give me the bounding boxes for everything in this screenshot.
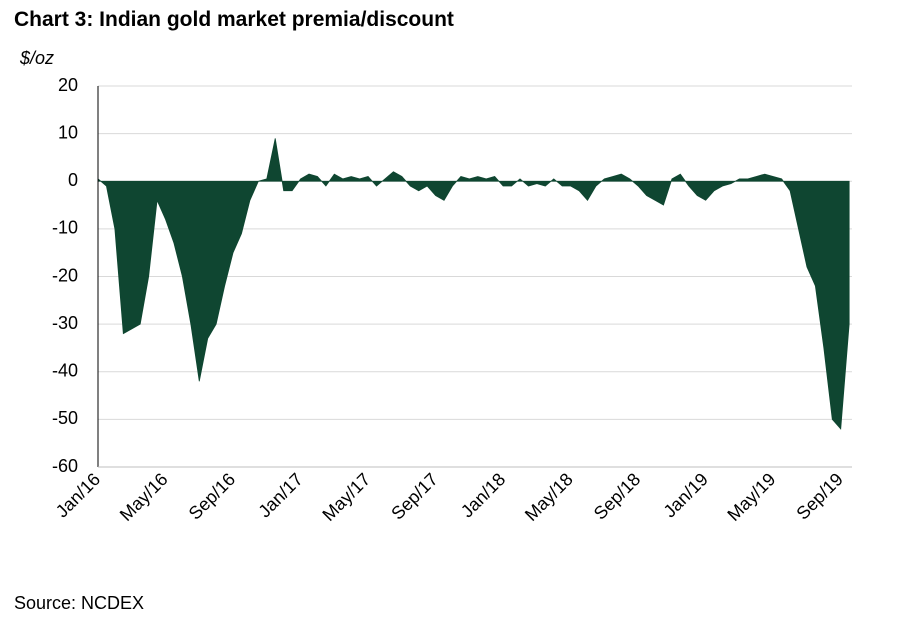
x-tick-label: Sep/16 xyxy=(185,469,239,523)
y-tick-label: 0 xyxy=(68,170,78,190)
x-tick-label: Sep/18 xyxy=(590,469,644,523)
x-tick-label: May/17 xyxy=(318,469,374,525)
y-tick-label: -30 xyxy=(52,313,78,333)
x-tick-label: May/16 xyxy=(116,469,172,525)
x-tick-label: Sep/17 xyxy=(387,469,441,523)
y-tick-label: -60 xyxy=(52,456,78,476)
x-tick-label: Jan/16 xyxy=(52,469,104,521)
x-tick-label: Jan/19 xyxy=(660,469,712,521)
x-tick-label: Jan/18 xyxy=(457,469,509,521)
chart-title: Chart 3: Indian gold market premia/disco… xyxy=(14,8,454,31)
x-tick-label: Sep/19 xyxy=(792,469,846,523)
y-tick-label: 20 xyxy=(58,75,78,95)
y-tick-label: -50 xyxy=(52,408,78,428)
y-tick-label: -20 xyxy=(52,265,78,285)
source-note: Source: NCDEX xyxy=(14,593,144,613)
x-tick-label: May/19 xyxy=(724,469,780,525)
y-tick-label: -40 xyxy=(52,361,78,381)
area xyxy=(97,138,850,430)
y-tick-label: -10 xyxy=(52,218,78,238)
x-tick-label: May/18 xyxy=(521,469,577,525)
y-tick-label: 10 xyxy=(58,122,78,142)
y-axis-unit: $/oz xyxy=(19,48,54,68)
x-tick-label: Jan/17 xyxy=(254,469,306,521)
